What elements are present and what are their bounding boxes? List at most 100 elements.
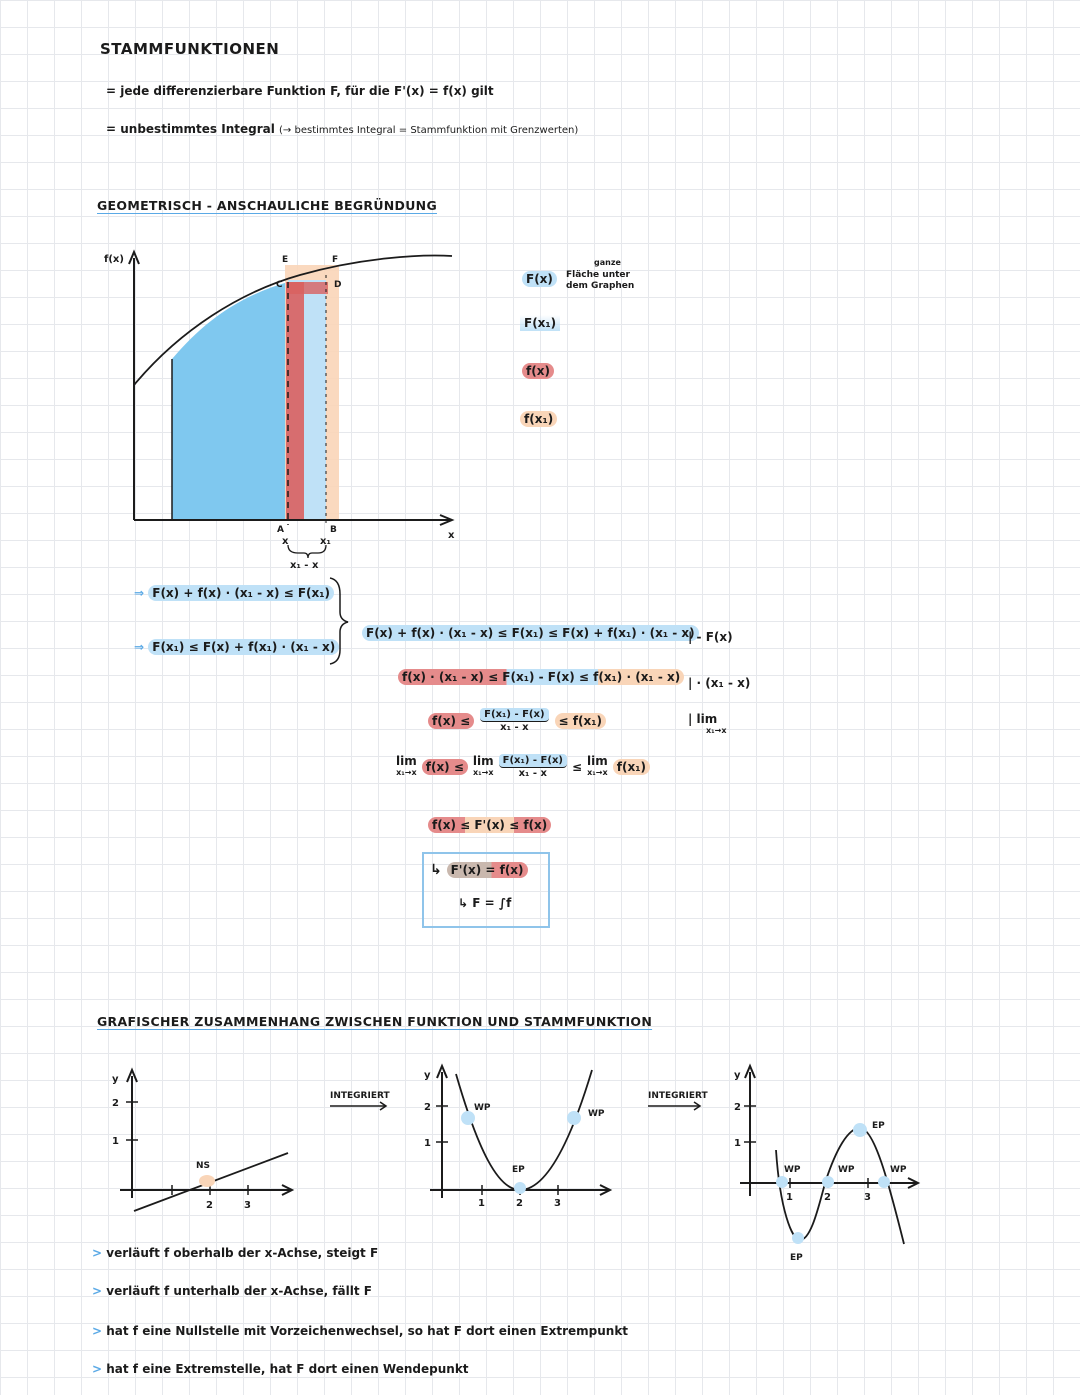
legend-F-x-note: Fläche unter dem Graphen: [566, 270, 635, 291]
graph1-ytick-2: 2: [112, 1098, 119, 1109]
graph3-wp-1-marker: [776, 1176, 788, 1188]
derivation-line-3-numerator: F(x₁) - F(x): [480, 708, 549, 722]
rule-3: > hat f eine Nullstelle mit Vorzeichenwe…: [92, 1324, 628, 1338]
derivation-line-5-text: f(x) ≤ F'(x) ≤ f(x): [428, 817, 552, 833]
rule-2-marker: >: [92, 1284, 103, 1298]
graph3-wp-1-label: WP: [784, 1165, 801, 1175]
graph2-ytick-2: 2: [424, 1102, 431, 1113]
definition-note: (→ bestimmtes Integral = Stammfunktion m…: [279, 125, 579, 136]
result-arrow-1: ↳: [430, 862, 442, 878]
legend-F-x-note-top: ganze: [594, 258, 621, 267]
lim-1-sub: x₁→x: [396, 767, 417, 777]
derivation-line-1-text: F(x) + f(x) · (x₁ - x) ≤ F(x₁) ≤ F(x) + …: [362, 625, 699, 641]
rule-1-text: verläuft f oberhalb der x-Achse, steigt …: [106, 1246, 379, 1260]
graph3-wp-2-label: WP: [838, 1165, 855, 1175]
lim-3-leq: ≤: [571, 759, 583, 774]
point-D-label: D: [334, 280, 341, 290]
derivation-line-2-text: f(x) · (x₁ - x) ≤ F(x₁) - F(x) ≤ f(x₁) ·…: [398, 669, 685, 685]
graph3-wp-3-marker: [878, 1176, 890, 1188]
graph2-wp-right-marker: [567, 1111, 581, 1125]
graph3-wp-2-marker: [822, 1176, 834, 1188]
derivation-line-2: f(x) · (x₁ - x) ≤ F(x₁) - F(x) ≤ f(x₁) ·…: [398, 669, 685, 685]
graph1-NS-label: NS: [196, 1161, 210, 1171]
lim-2-word: lim: [472, 753, 494, 768]
point-B-label: B: [330, 525, 337, 535]
graph2-wp-right-label: WP: [588, 1109, 605, 1119]
lim-2-numerator: F(x₁) - F(x): [498, 754, 567, 768]
inequality-left-2-text: F(x₁) ≤ F(x) + f(x₁) · (x₁ - x): [148, 639, 340, 655]
point-E-label: E: [282, 255, 288, 265]
graph1-y-label: y: [112, 1074, 119, 1085]
definition-note-text: bestimmtes Integral = Stammfunktion mit …: [294, 125, 579, 136]
result-box: [422, 852, 550, 928]
graph2-xtick-2: 2: [516, 1198, 523, 1209]
rule-2-text: verläuft f unterhalb der x-Achse, fällt …: [106, 1284, 372, 1298]
graph3-xtick-3: 3: [864, 1192, 871, 1203]
rule-4-text: hat f eine Extremstelle, hat F dort eine…: [106, 1362, 469, 1376]
rule-3-text: hat f eine Nullstelle mit Vorzeichenwech…: [106, 1324, 629, 1338]
lim-1-term: f(x) ≤: [421, 758, 468, 775]
integriert-arrow-1: INTEGRIERT: [330, 1091, 391, 1111]
page-title: STAMMFUNKTIONEN: [100, 40, 280, 58]
x1-mark: x₁: [320, 536, 331, 547]
graph1-zero-marker: [199, 1175, 215, 1187]
function-curve: [133, 254, 453, 386]
graph3-xtick-2: 2: [824, 1192, 831, 1203]
operation-3: | lim: [688, 712, 718, 726]
graph2-ep-marker: [514, 1182, 526, 1194]
x-axis-label: x: [448, 530, 455, 541]
legend-f-x-label: f(x): [522, 363, 554, 379]
lim-1-word: lim: [396, 753, 417, 768]
legend-F-x: F(x): [522, 271, 557, 287]
graph2-ep-label: EP: [512, 1165, 525, 1175]
result-arrow-2: ↳: [458, 896, 469, 910]
graph3-ep-min-label: EP: [790, 1253, 803, 1263]
rule-3-marker: >: [92, 1324, 103, 1338]
rule-4-marker: >: [92, 1362, 103, 1376]
rule-4: > hat f eine Extremstelle, hat F dort ei…: [92, 1362, 469, 1376]
lim-2: lim x₁→x: [472, 753, 494, 778]
point-A-label: A: [277, 525, 284, 535]
legend-f-x1: f(x₁): [520, 411, 558, 427]
lim-2-denominator: x₁ - x: [518, 768, 548, 779]
derivation-line-3-left: f(x) ≤: [428, 712, 475, 729]
derivation-line-4: lim x₁→x f(x) ≤ lim x₁→x F(x₁) - F(x) x₁…: [396, 754, 650, 779]
graph2-parabola: y 2 1 1 2 3 WP EP WP: [424, 1063, 613, 1209]
result-line-2: ↳ F = ∫f: [458, 896, 511, 910]
legend-F-x-label: F(x): [522, 271, 557, 287]
graph2-xtick-1: 1: [478, 1198, 485, 1209]
y-axis-arrow: [128, 249, 140, 265]
result-line-1-text: F'(x) = f(x): [446, 862, 528, 878]
derivation-line-3-denominator: x₁ - x: [500, 722, 529, 733]
result-line-2-text: F = ∫f: [472, 896, 512, 910]
graph3-y-label: y: [734, 1070, 741, 1081]
legend-F-x1-label: F(x₁): [520, 315, 561, 331]
derivation-line-3-right: ≤ f(x₁): [554, 712, 606, 729]
graph2-ytick-1: 1: [424, 1138, 431, 1149]
lim-2-fraction: F(x₁) - F(x) x₁ - x: [498, 754, 567, 779]
lim-3-sub: x₁→x: [587, 767, 608, 777]
integriert-arrow-2: INTEGRIERT: [648, 1091, 709, 1111]
graph3-wp-3-label: WP: [890, 1165, 907, 1175]
definition-text: = unbestimmtes Integral: [106, 122, 275, 136]
graph2-wp-left-label: WP: [474, 1103, 491, 1113]
x-axis-arrow: [439, 514, 455, 526]
graph3-xtick-1: 1: [786, 1192, 793, 1203]
legend-F-x1: F(x₁): [520, 315, 561, 331]
graph3-cubic: y 2 1 1 2 3 WP EP WP EP WP: [734, 1063, 921, 1263]
lim-2-sub: x₁→x: [473, 767, 494, 777]
graph3-ytick-1: 1: [734, 1138, 741, 1149]
y-axis-label: f(x): [104, 254, 124, 265]
definition-line-1: = jede differenzierbare Funktion F, für …: [106, 84, 494, 98]
area-under-curve: [172, 282, 288, 520]
graph3-ep-min-marker: [792, 1232, 804, 1244]
derivation-line-5: f(x) ≤ F'(x) ≤ f(x): [428, 817, 552, 833]
rule-1: > verläuft f oberhalb der x-Achse, steig…: [92, 1246, 378, 1260]
graph2-wp-left-marker: [461, 1111, 475, 1125]
graph2-xtick-3: 3: [554, 1198, 561, 1209]
integriert-label-2: INTEGRIERT: [648, 1091, 709, 1101]
point-C-label: C: [276, 280, 283, 290]
rule-2: > verläuft f unterhalb der x-Achse, fäll…: [92, 1284, 372, 1298]
graph3-ytick-2: 2: [734, 1102, 741, 1113]
